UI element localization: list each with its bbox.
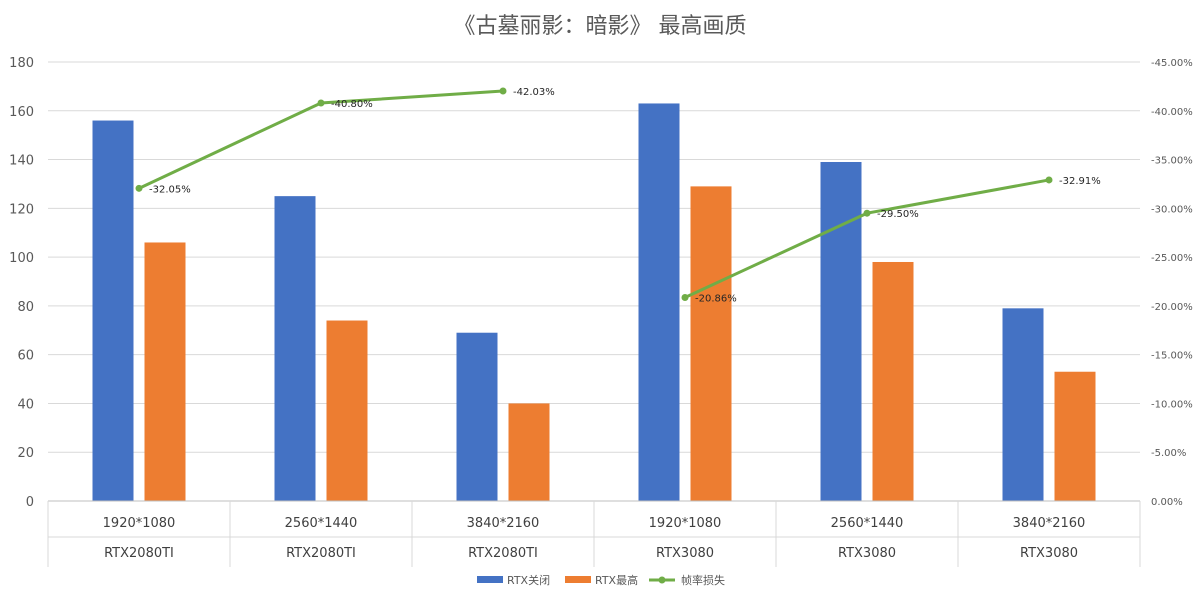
x-tick-label-gpu: RTX2080TI [286, 546, 356, 561]
y-tick-label: 120 [9, 202, 34, 217]
legend-label: RTX最高 [595, 573, 638, 587]
legend-swatch [477, 576, 503, 583]
x-tick-label-gpu: RTX2080TI [104, 546, 174, 561]
y2-tick-label: -15.00% [1151, 351, 1193, 362]
x-tick-label-resolution: 2560*1440 [285, 516, 358, 531]
legend-label: 帧率损失 [681, 573, 725, 587]
bar-rtx-off [456, 332, 498, 501]
x-tick-label-gpu: RTX2080TI [468, 546, 538, 561]
y2-tick-label: 0.00% [1151, 497, 1183, 508]
y2-tick-label: -35.00% [1151, 156, 1193, 167]
y2-tick-label: -30.00% [1151, 204, 1193, 215]
bar-rtx-max [690, 186, 732, 501]
bar-rtx-off [1002, 308, 1044, 501]
y-tick-label: 140 [9, 154, 34, 169]
x-tick-label-resolution: 3840*2160 [467, 516, 540, 531]
y-axis-right: 0.00% -5.00% -10.00% -15.00% -20.00% -25.00% -… [1151, 58, 1193, 508]
x-tick-label-gpu: RTX3080 [838, 546, 896, 561]
x-tick-label-gpu: RTX3080 [656, 546, 714, 561]
line-series: -32.05% -40.80% -42.03% -20.86% -29.50% -32.9… [135, 87, 1101, 304]
loss-data-label: -29.50% [877, 209, 919, 220]
y2-tick-label: -25.00% [1151, 253, 1193, 264]
x-axis: 1920*1080 RTX2080TI 2560*1440 RTX2080TI 3840… [47, 500, 1141, 567]
legend-swatch [565, 576, 591, 583]
loss-point [863, 209, 871, 217]
legend: RTX关闭 RTX最高 帧率损失 [477, 573, 725, 587]
bar-rtx-max [144, 242, 186, 501]
loss-point [1045, 176, 1053, 184]
loss-data-label: -32.05% [149, 184, 191, 195]
y-axis-left: 0 20 40 60 80 100 120 140 160 180 [9, 56, 34, 510]
gridlines [48, 61, 1140, 453]
y-tick-label: 20 [17, 446, 34, 461]
y2-tick-label: -40.00% [1151, 107, 1193, 118]
bar-rtx-max [326, 320, 368, 501]
loss-point [317, 99, 325, 107]
loss-data-label: -40.80% [331, 99, 373, 110]
x-tick-label-gpu: RTX3080 [1020, 546, 1078, 561]
y-tick-label: 40 [17, 397, 34, 412]
chart-title: 《古墓丽影：暗影》 最高画质 [454, 14, 747, 39]
x-tick-label-resolution: 1920*1080 [649, 516, 722, 531]
y-tick-label: 100 [9, 251, 34, 266]
bar-series [92, 103, 1096, 502]
y-tick-label: 60 [17, 349, 34, 364]
legend-marker [658, 576, 666, 584]
y2-tick-label: -45.00% [1151, 58, 1193, 69]
loss-data-label: -32.91% [1059, 176, 1101, 187]
y2-tick-label: -20.00% [1151, 302, 1193, 313]
y-tick-label: 0 [26, 495, 34, 510]
bar-rtx-max [1054, 371, 1096, 501]
legend-label: RTX关闭 [507, 573, 550, 587]
x-tick-label-resolution: 2560*1440 [831, 516, 904, 531]
x-tick-label-resolution: 3840*2160 [1013, 516, 1086, 531]
loss-point [135, 184, 143, 192]
loss-line [684, 178, 1050, 299]
y-tick-label: 160 [9, 105, 34, 120]
y-tick-label: 80 [17, 300, 34, 315]
y2-tick-label: -10.00% [1151, 399, 1193, 410]
loss-point [499, 87, 507, 95]
bar-rtx-off [638, 103, 680, 501]
y-tick-label: 180 [9, 56, 34, 71]
x-tick-label-resolution: 1920*1080 [103, 516, 176, 531]
bar-rtx-off [820, 161, 862, 501]
bar-rtx-max [508, 403, 550, 501]
bar-rtx-max [872, 261, 914, 501]
loss-data-label: -20.86% [695, 293, 737, 304]
loss-point [681, 293, 689, 301]
bar-rtx-off [274, 196, 316, 501]
y2-tick-label: -5.00% [1151, 448, 1186, 459]
bar-rtx-off [92, 120, 134, 502]
loss-data-label: -42.03% [513, 87, 555, 98]
